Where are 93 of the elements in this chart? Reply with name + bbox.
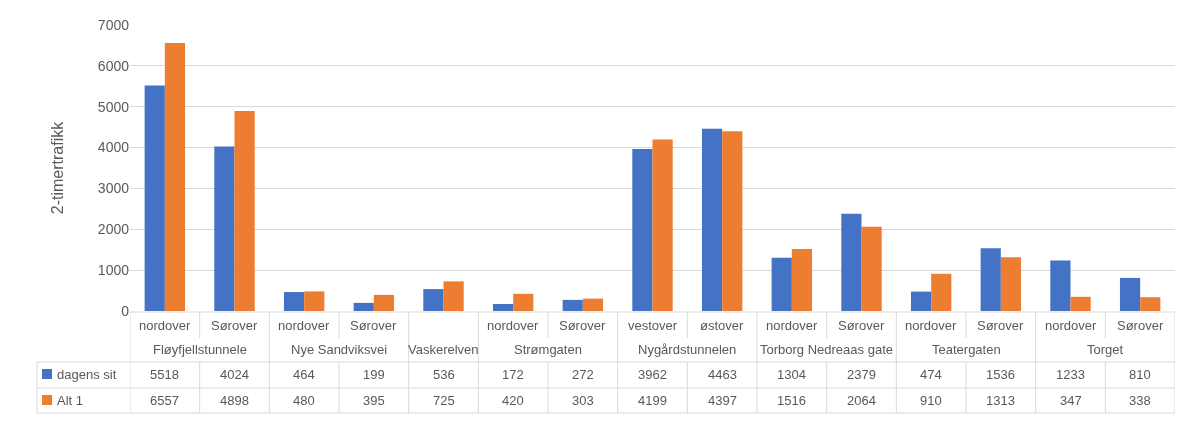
x-tick-label: nordover [766,318,818,333]
x-tick-label: Sørover [1117,318,1164,333]
x-tick-label: nordover [139,318,191,333]
data-label: 464 [293,367,315,382]
y-tick-label: 4000 [97,139,130,156]
x-tick-label: nordover [278,318,330,333]
data-label: 810 [1129,367,1151,382]
x-tick-label: vestover [628,318,678,333]
bar [652,139,673,311]
data-label: 4199 [638,393,667,408]
y-tick-label: 2000 [97,221,130,238]
bar [722,131,743,311]
data-label: 536 [433,367,455,382]
data-label: 199 [363,367,385,382]
data-label: 420 [502,393,524,408]
y-tick-label: 0 [121,302,130,319]
data-label: 338 [1129,393,1151,408]
bar [423,289,444,311]
x-tick-label: Sørover [838,318,885,333]
text: Strømgaten [514,342,582,357]
bar [980,248,1001,311]
bar [164,43,186,311]
data-label: 395 [363,393,385,408]
text: Nye Sandviksvei [291,342,388,357]
data-label: 474 [920,367,942,382]
bar [1070,296,1091,311]
bar [791,249,813,311]
data-label: 5518 [150,367,179,382]
bar [144,85,165,311]
data-label: 1536 [986,367,1015,382]
data-label: 4463 [708,367,737,382]
text: Vaskerelven [408,342,479,357]
bar [1140,297,1161,311]
data-label: 4397 [708,393,737,408]
text: Fløyfjellstunnele [153,342,247,357]
bar [1119,277,1141,311]
bar [1000,257,1022,311]
x-tick-label: nordover [487,318,539,333]
bar [492,303,514,311]
data-label: 1304 [777,367,806,382]
bar [304,291,325,311]
data-label: 4898 [220,393,249,408]
bar [910,291,932,311]
x-tick-label: Sørover [211,318,258,333]
text: Torborg Nedreaas gate [760,342,893,357]
data-label: 725 [433,393,455,408]
data-label: 4024 [220,367,249,382]
bar [771,257,792,311]
bar [1050,260,1071,311]
data-label: 303 [572,393,594,408]
x-tick-label: østover [700,318,745,333]
legend-label: Alt 1 [57,393,84,408]
legend-label: dagens sit [57,367,117,382]
y-tick-label: 6000 [97,57,130,74]
y-tick-label: 3000 [97,180,130,197]
bar [353,302,374,311]
y-tick-label: 7000 [97,16,130,33]
bar [931,273,952,311]
bar [513,293,534,311]
data-label: 1516 [777,393,806,408]
bar [841,213,862,311]
data-label: 1313 [986,393,1015,408]
x-tick-label: nordover [1045,318,1097,333]
bar [562,299,583,311]
text: Torget [1087,342,1124,357]
x-tick-label: Sørover [559,318,606,333]
y-axis-title: 2-timertrafikk [48,120,66,215]
data-label: 1233 [1056,367,1085,382]
data-label: 6557 [150,393,179,408]
bar [701,128,723,311]
data-label: 347 [1060,393,1082,408]
text: Nygårdstunnelen [638,342,737,357]
bar [443,281,464,311]
data-label: 3962 [638,367,667,382]
data-label: 2379 [847,367,876,382]
bar [373,294,395,311]
data-label: 910 [920,393,942,408]
bar [861,226,882,311]
x-tick-label: Sørover [977,318,1024,333]
bar [214,146,235,311]
data-label: 480 [293,393,315,408]
y-tick-label: 5000 [97,98,130,115]
bar [632,149,653,311]
bar [582,298,604,311]
data-label: 272 [572,367,594,382]
x-tick-label: Sørover [350,318,397,333]
data-label: 172 [502,367,524,382]
bar [234,110,255,311]
bar [283,292,305,311]
text: Teatergaten [932,342,1001,357]
y-tick-label: 1000 [97,262,130,279]
x-tick-label: nordover [905,318,957,333]
data-label: 2064 [847,393,876,408]
